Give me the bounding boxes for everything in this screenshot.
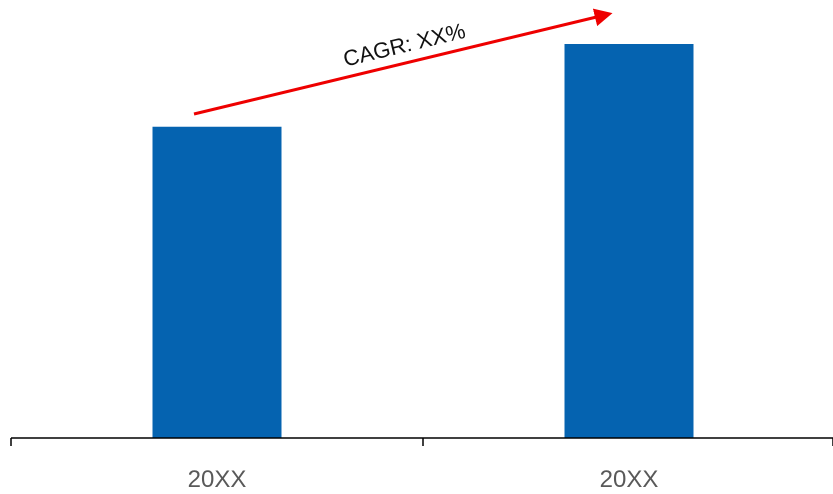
x-axis <box>10 437 833 446</box>
x-tick-labels: 20XX 20XX <box>188 466 659 493</box>
bars-layer <box>152 44 694 439</box>
x-tick-label-2: 20XX <box>600 466 659 493</box>
cagr-arrow <box>193 8 613 116</box>
cagr-annotation: CAGR: XX% <box>193 8 613 116</box>
bar-2 <box>564 44 694 438</box>
bar-1 <box>152 126 282 439</box>
x-tick-label-1: 20XX <box>188 466 247 493</box>
